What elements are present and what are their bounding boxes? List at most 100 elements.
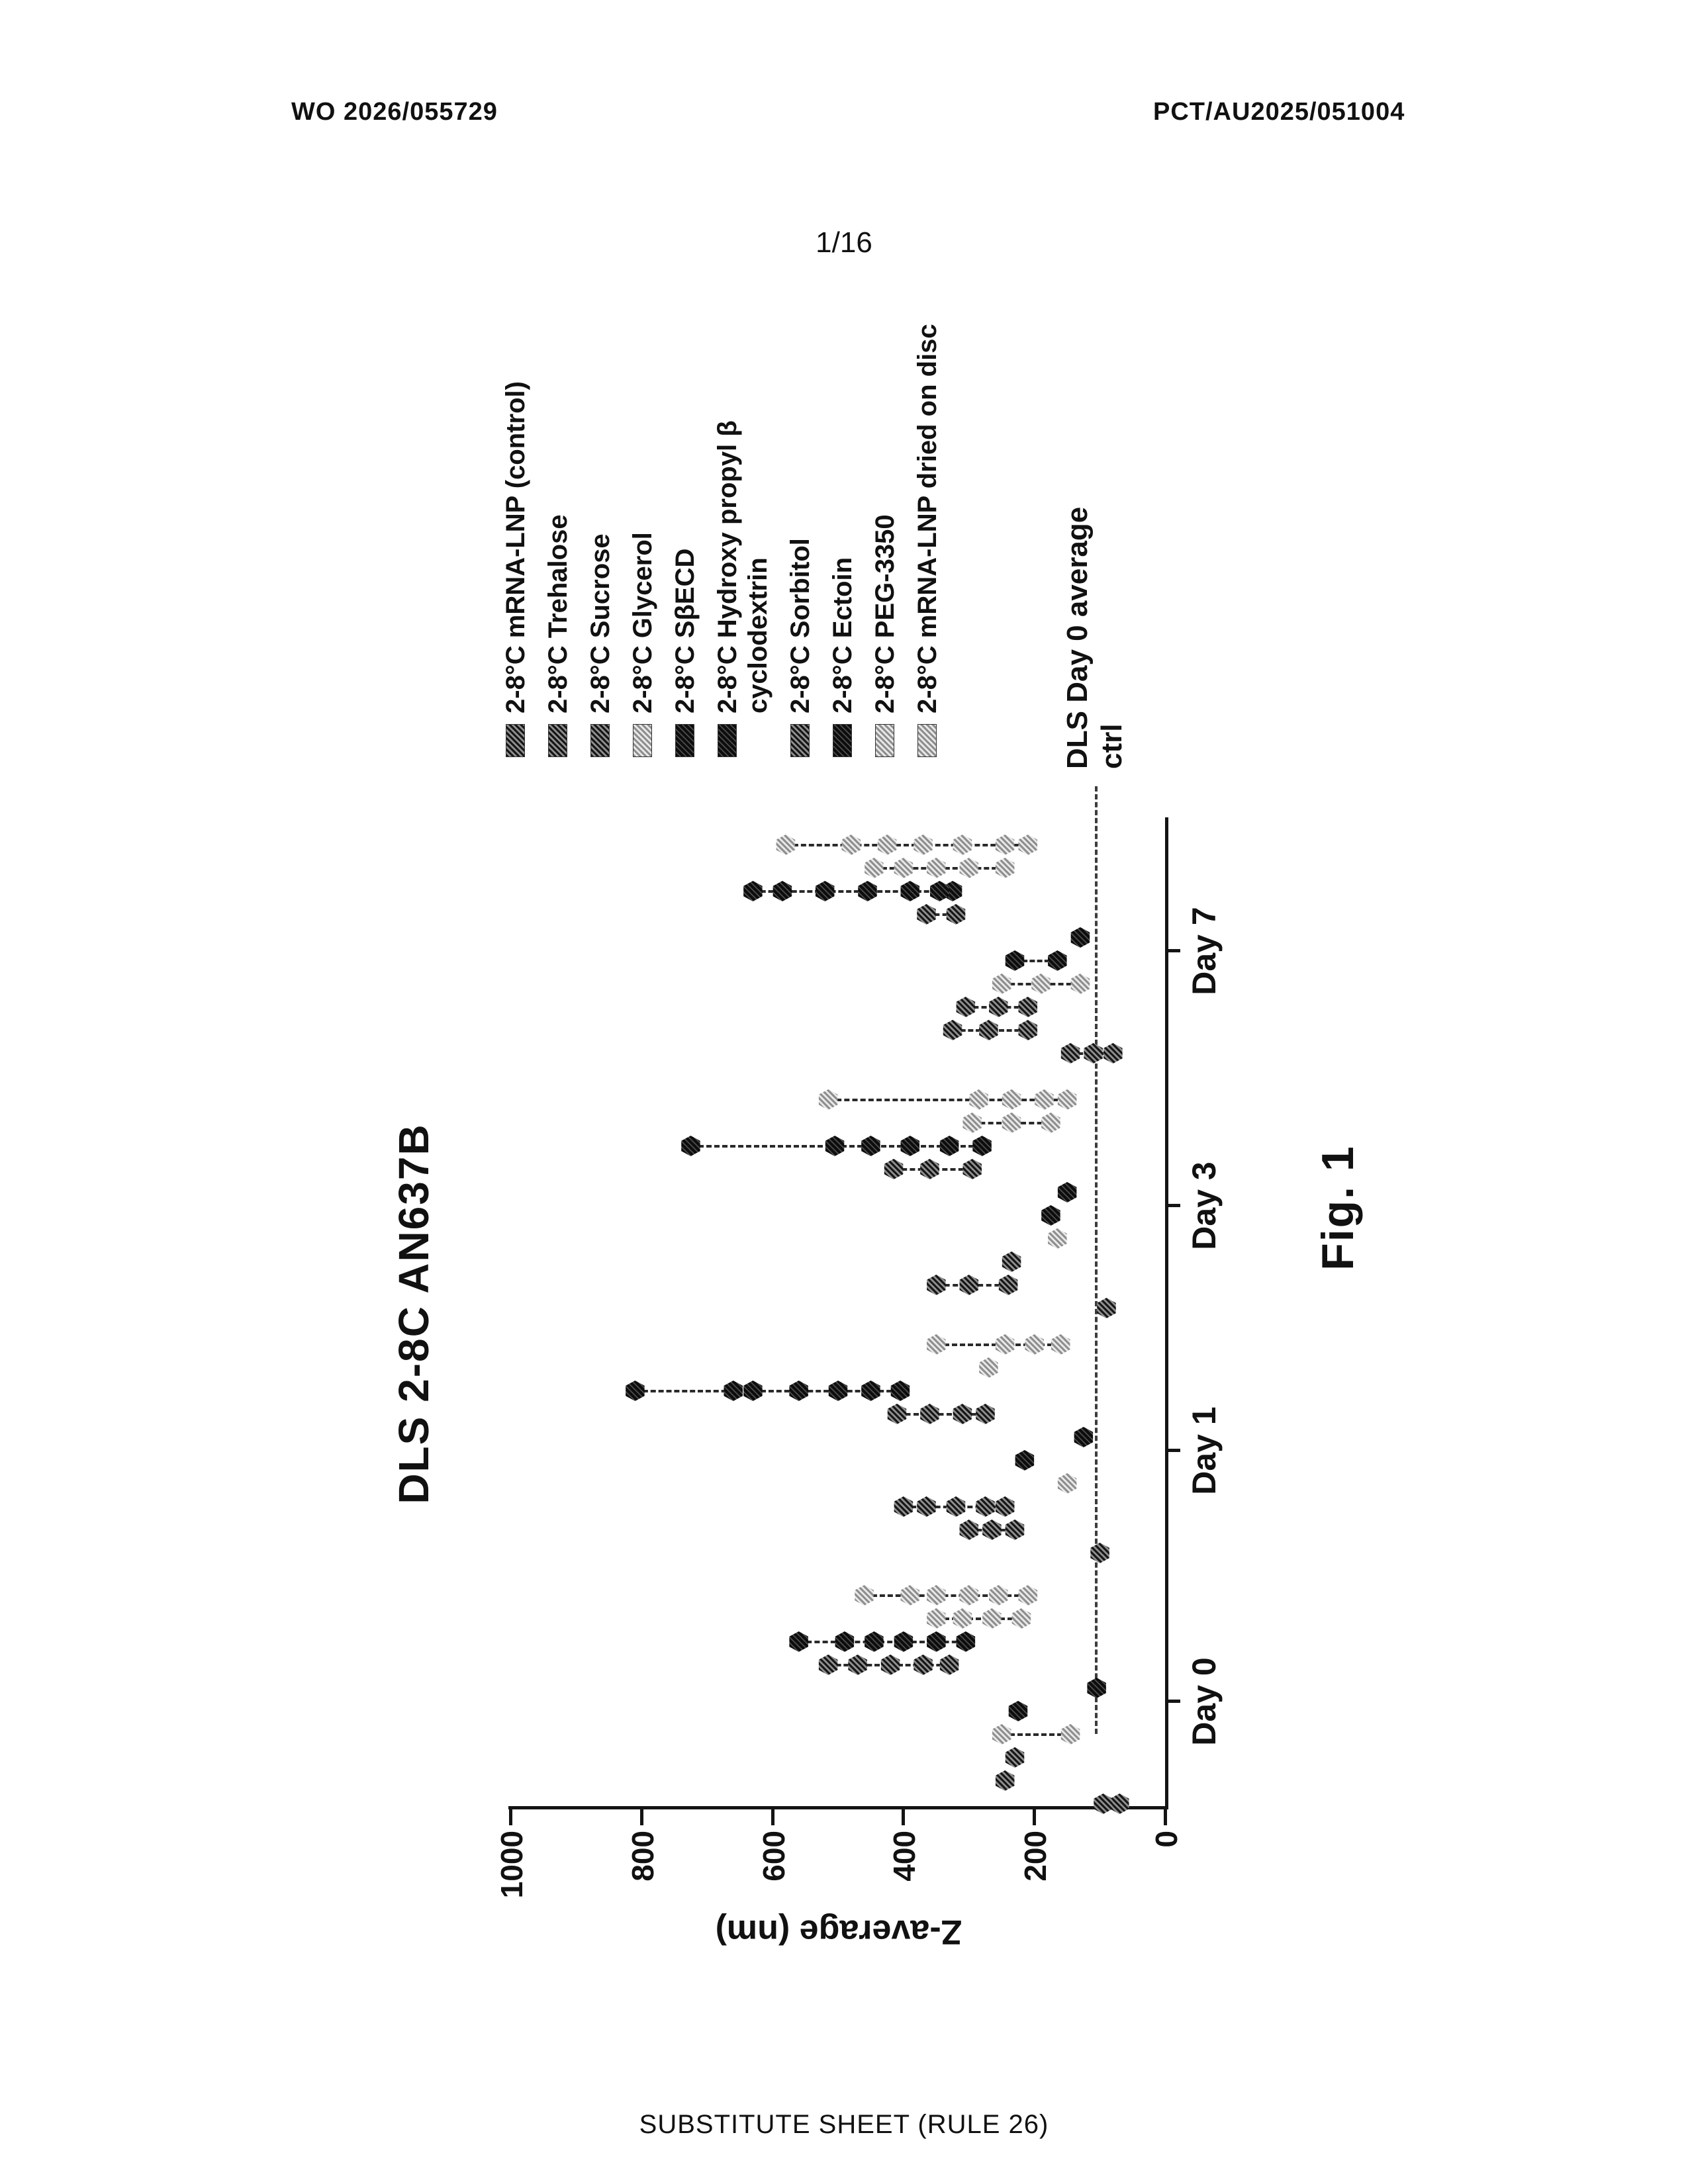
data-point (880, 1655, 901, 1675)
data-point (982, 1608, 1002, 1629)
data-point (1047, 950, 1068, 971)
data-point (1057, 1182, 1078, 1203)
data-point (775, 835, 796, 855)
data-point (1002, 1113, 1022, 1133)
y-tick (1164, 1808, 1167, 1825)
data-point (995, 1770, 1015, 1791)
data-point (975, 1404, 996, 1424)
data-point (818, 1655, 839, 1675)
figure-caption: Fig. 1 (1313, 1145, 1363, 1271)
data-point (995, 835, 1015, 855)
sheet-number: 1/16 (816, 226, 872, 259)
data-point (975, 1496, 996, 1517)
data-point (1011, 1608, 1031, 1629)
data-point (959, 1520, 979, 1540)
legend-swatch (718, 724, 737, 757)
legend-label: 2-8°C Ectoin (828, 557, 857, 713)
y-tick-label: 800 (625, 1831, 660, 1882)
chart-title: DLS 2-8C AN637B (390, 1123, 438, 1504)
legend-swatch (875, 724, 894, 757)
data-point (625, 1381, 645, 1401)
data-point (1017, 1020, 1038, 1040)
x-tick-label: Day 7 (1186, 907, 1223, 995)
data-point (978, 1357, 999, 1378)
data-point (995, 858, 1015, 878)
data-point (900, 881, 920, 901)
legend-item: 2-8°C Trehalose (543, 304, 573, 757)
data-point (743, 1381, 763, 1401)
data-point (680, 1136, 701, 1156)
legend-item: 2-8°C Sucrose (585, 304, 616, 757)
x-tick (1168, 1204, 1180, 1207)
legend-item: 2-8°C Hydroxy propyl β cyclodextrin (712, 304, 773, 757)
data-point (978, 1020, 999, 1040)
legend-item: 2-8°C SβECD (670, 304, 700, 757)
data-point (1024, 1334, 1045, 1355)
data-point (952, 1608, 972, 1629)
data-point (913, 1655, 933, 1675)
data-point (1031, 974, 1051, 994)
data-point (1070, 927, 1090, 948)
data-point (1017, 835, 1038, 855)
data-point (998, 1275, 1019, 1295)
data-point (962, 1159, 982, 1179)
data-point (992, 974, 1012, 994)
data-point (723, 1381, 743, 1401)
legend-label: 2-8°C Glycerol (628, 532, 657, 713)
data-point (946, 904, 966, 925)
data-point (916, 904, 937, 925)
legend-swatch (917, 724, 937, 757)
data-point (825, 1136, 845, 1156)
data-point (1047, 1228, 1068, 1249)
legend-label: 2-8°C Sorbitol (786, 538, 815, 713)
data-point (962, 1113, 982, 1133)
data-point (834, 1631, 855, 1652)
data-point (1005, 1520, 1025, 1540)
x-tick (1168, 1700, 1180, 1703)
reference-line-label: DLS Day 0 average ctrl (1061, 506, 1128, 769)
y-tick-label: 200 (1018, 1831, 1053, 1882)
data-point (939, 1655, 960, 1675)
legend-swatch (675, 724, 694, 757)
data-point (877, 835, 898, 855)
data-point (995, 1334, 1015, 1355)
data-point (943, 1020, 963, 1040)
data-point (1041, 1113, 1061, 1133)
data-point (893, 1631, 914, 1652)
y-tick-label: 1000 (494, 1831, 529, 1899)
x-axis-line (1165, 817, 1168, 1809)
data-point (1086, 1678, 1107, 1698)
error-bar (785, 844, 1028, 846)
legend-item: 2-8°C mRNA-LNP (control) (500, 304, 531, 757)
data-point (1051, 1334, 1071, 1355)
data-point (913, 835, 933, 855)
data-point (893, 1496, 914, 1517)
legend-item: 2-8°C Glycerol (628, 304, 658, 757)
data-point (926, 1334, 947, 1355)
y-tick (902, 1808, 906, 1825)
data-point (939, 1136, 960, 1156)
data-point (857, 881, 878, 901)
data-point (926, 1631, 947, 1652)
data-point (1057, 1473, 1078, 1494)
y-axis-title: Z-average (nm) (715, 1913, 962, 1951)
data-point (959, 1275, 979, 1295)
data-point (788, 1381, 809, 1401)
legend-item: 2-8°C mRNA-LNP dried on disc (912, 304, 943, 757)
legend-label: 2-8°C mRNA-LNP dried on disc (913, 324, 942, 713)
data-point (995, 1496, 1015, 1517)
data-point (992, 1724, 1012, 1745)
legend: 2-8°C mRNA-LNP (control) 2-8°C Trehalose 2… (500, 304, 943, 757)
data-point (952, 835, 972, 855)
figure-rotated-canvas: DLS 2-8C AN637B Z-average (nm) 0 200 400 60… (371, 304, 1377, 1985)
data-point (959, 858, 979, 878)
legend-label: 2-8°C Trehalose (543, 514, 573, 713)
data-point (861, 1136, 881, 1156)
data-point (1083, 1043, 1103, 1064)
error-bar (935, 1617, 1021, 1620)
data-point (988, 997, 1009, 1017)
data-point (743, 881, 763, 901)
application-number: PCT/AU2025/051004 (1153, 98, 1405, 126)
data-point (854, 1585, 874, 1606)
data-point (847, 1655, 868, 1675)
